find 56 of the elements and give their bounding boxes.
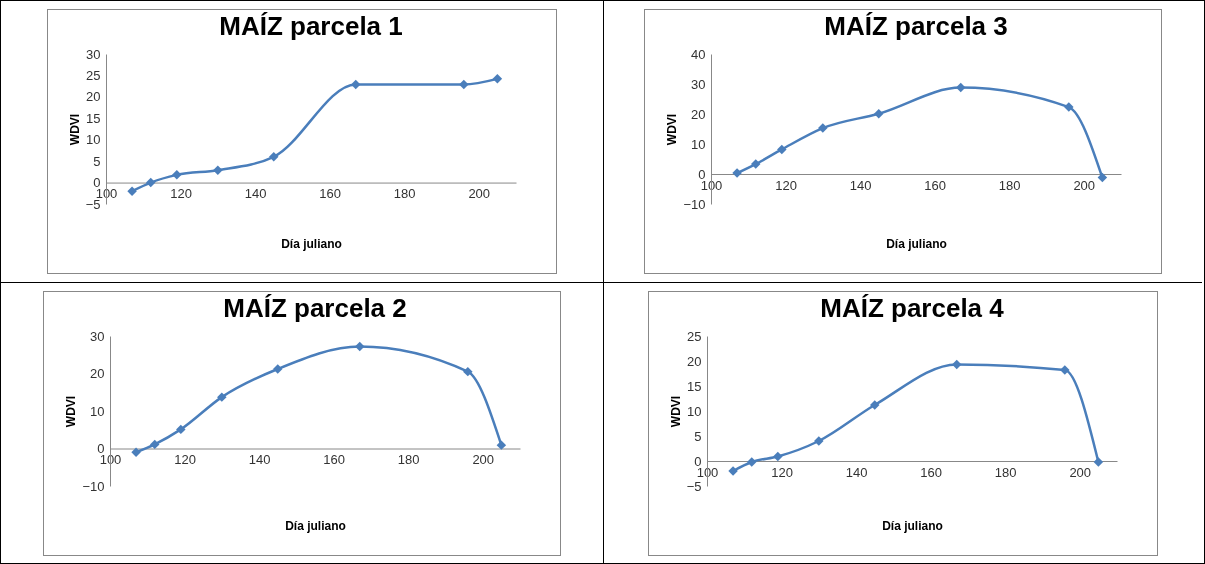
x-tick-label: 200 <box>472 451 495 467</box>
x-axis-title: Día juliano <box>882 518 943 532</box>
y-tick-label: −10 <box>683 196 706 212</box>
y-tick-label: 0 <box>694 453 702 468</box>
y-tick-label: 10 <box>687 403 702 418</box>
x-tick-label: 120 <box>170 186 192 202</box>
y-tick-label: 40 <box>691 46 706 62</box>
y-tick-label: −5 <box>686 478 702 493</box>
y-tick-label: 20 <box>90 365 105 381</box>
y-tick-label: 15 <box>86 110 101 126</box>
y-tick-label: 10 <box>86 132 101 148</box>
x-tick-label: 180 <box>393 186 416 202</box>
chart-title: MAÍZ parcela 4 <box>820 292 1005 323</box>
chart-title: MAÍZ parcela 3 <box>824 11 1008 41</box>
x-tick-label: 200 <box>1069 464 1092 479</box>
y-tick-label: 15 <box>687 378 702 393</box>
x-tick-label: 120 <box>775 177 797 193</box>
x-tick-label: 200 <box>468 186 491 202</box>
x-tick-label: 180 <box>397 451 420 467</box>
x-tick-label: 160 <box>323 451 345 467</box>
x-axis-title: Día juliano <box>281 236 342 251</box>
y-axis-title: WDVI <box>665 113 680 146</box>
y-tick-label: 0 <box>97 440 105 456</box>
y-tick-label: 20 <box>691 106 706 122</box>
x-axis-title: Día juliano <box>285 518 346 532</box>
y-tick-label: 20 <box>86 89 101 105</box>
x-tick-label: 140 <box>244 186 267 202</box>
x-axis-title: Día juliano <box>886 236 947 251</box>
y-tick-label: 5 <box>93 153 101 169</box>
x-tick-label: 140 <box>849 177 872 193</box>
x-tick-label: 160 <box>924 177 946 193</box>
y-axis-title: WDVI <box>668 395 683 427</box>
x-tick-label: 200 <box>1073 177 1096 193</box>
x-tick-label: 160 <box>319 186 341 202</box>
y-axis-title: WDVI <box>67 113 82 146</box>
chart-title: MAÍZ parcela 2 <box>223 292 407 323</box>
y-tick-label: 30 <box>90 328 105 343</box>
x-tick-label: 180 <box>998 177 1021 193</box>
chart-title: MAÍZ parcela 1 <box>219 11 403 41</box>
y-tick-label: 30 <box>86 46 101 62</box>
y-tick-label: 10 <box>691 136 706 152</box>
x-tick-label: 120 <box>174 451 196 467</box>
x-tick-label: 160 <box>920 464 942 479</box>
x-tick-label: 140 <box>845 464 868 479</box>
x-tick-label: 120 <box>771 464 793 479</box>
y-axis-title: WDVI <box>64 395 79 427</box>
y-tick-label: 25 <box>687 328 702 343</box>
y-tick-label: 25 <box>86 67 101 83</box>
y-tick-label: 20 <box>687 353 702 368</box>
y-tick-label: 10 <box>90 403 105 418</box>
y-tick-label: 30 <box>691 76 706 92</box>
y-tick-label: 5 <box>694 428 702 443</box>
y-tick-label: 0 <box>698 166 706 182</box>
y-tick-label: −10 <box>82 478 105 493</box>
x-tick-label: 140 <box>248 451 271 467</box>
x-tick-label: 180 <box>994 464 1017 479</box>
